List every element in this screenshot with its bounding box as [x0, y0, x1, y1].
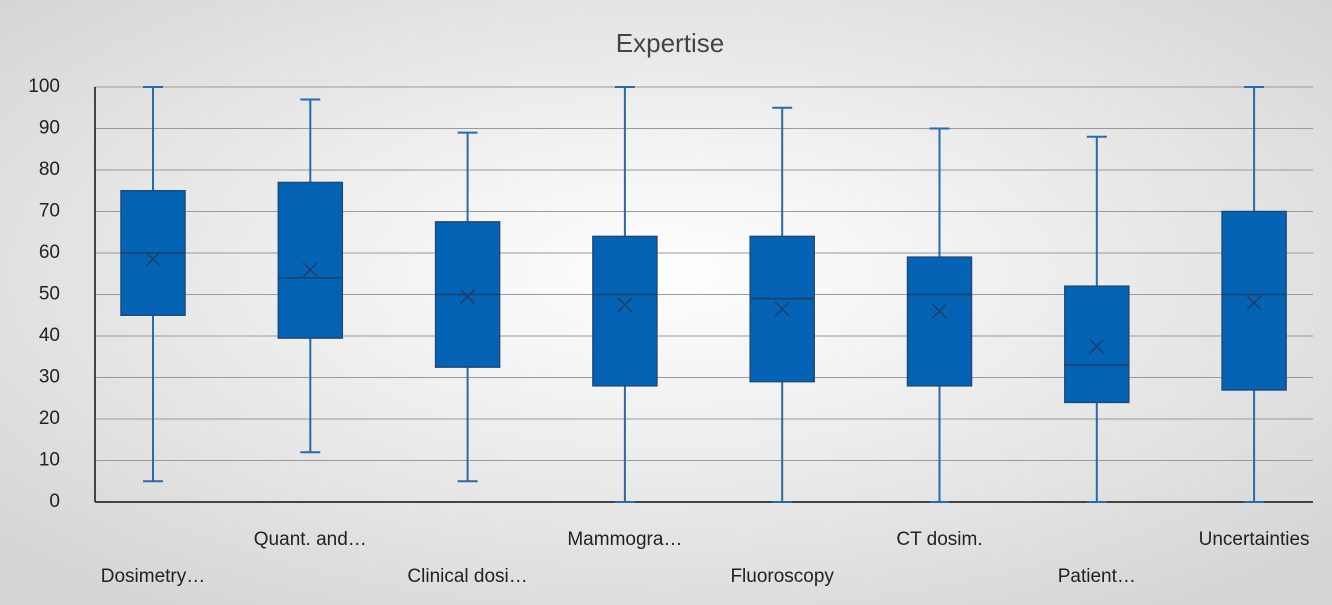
box: [1221, 210, 1287, 391]
x-tick-label: Fluoroscopy: [730, 566, 834, 587]
y-tick-label: 70: [39, 201, 60, 222]
box: [906, 256, 973, 387]
box: [1064, 285, 1130, 404]
y-tick-label: 0: [49, 491, 60, 512]
mean-marker: [774, 301, 790, 317]
mean-marker: [1246, 295, 1262, 311]
x-tick-label: Mammogra…: [567, 529, 682, 550]
y-tick-label: 40: [39, 325, 60, 346]
mean-marker: [617, 297, 633, 313]
x-tick-label: Quant. and…: [254, 529, 367, 550]
x-tick-label: Patient…: [1058, 566, 1136, 587]
y-tick-label: 30: [39, 367, 60, 388]
mean-marker: [1089, 338, 1105, 354]
y-tick-label: 80: [39, 159, 60, 180]
y-tick-label: 100: [28, 76, 60, 97]
x-tick-label: CT dosim.: [896, 529, 982, 550]
mean-marker: [460, 289, 476, 305]
mean-marker: [302, 262, 318, 278]
box: [277, 181, 344, 339]
x-tick-label: Clinical dosi…: [407, 566, 527, 587]
box: [592, 235, 658, 387]
x-tick-label: Dosimetry…: [101, 566, 206, 587]
y-tick-label: 90: [39, 118, 60, 139]
mean-marker: [931, 303, 948, 319]
chart-title: Expertise: [616, 28, 724, 58]
y-tick-label: 20: [39, 408, 60, 429]
mean-marker: [145, 251, 161, 267]
y-tick-label: 50: [39, 284, 60, 305]
y-tick-label: 10: [39, 450, 60, 471]
x-tick-label: Uncertainties: [1199, 529, 1310, 550]
y-tick-label: 60: [39, 242, 60, 263]
